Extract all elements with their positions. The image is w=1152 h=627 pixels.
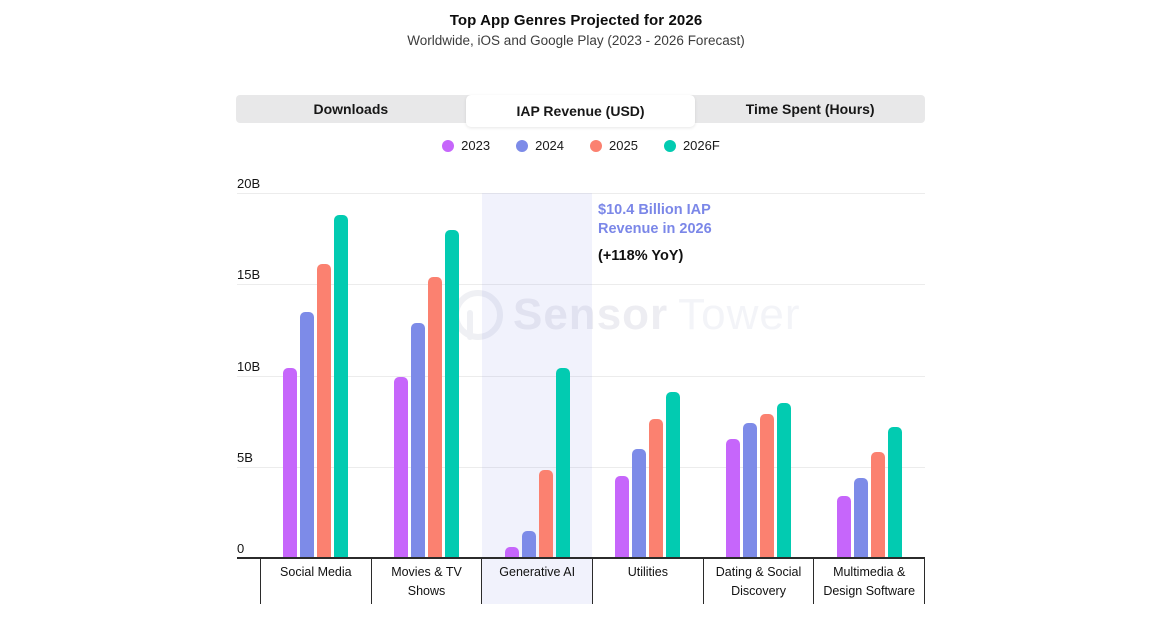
annotation-yoy: (+118% YoY): [598, 248, 684, 264]
bar-social-media-2024[interactable]: [299, 311, 314, 558]
bar-chart: Sensor Tower 0 5B 10B 15B 20B Social Media Mo…: [237, 176, 926, 605]
category-label-generative-ai: Generative AI: [482, 559, 594, 604]
bar-groups: [260, 193, 925, 558]
bar-group-utilities: [592, 193, 703, 558]
y-tick-0: 0: [237, 541, 245, 556]
x-axis-line: [237, 557, 925, 559]
bar-movies-tv-shows-2026f[interactable]: [444, 229, 459, 558]
chart-subtitle: Worldwide, iOS and Google Play (2023 - 2…: [407, 33, 745, 48]
category-label-movies-tv-shows: Movies & TV Shows: [372, 559, 483, 604]
bar-utilities-2024[interactable]: [632, 448, 647, 558]
bar-utilities-2023[interactable]: [615, 475, 630, 558]
gridline-20b: [237, 193, 925, 194]
bar-group-generative-ai: [482, 193, 593, 558]
bar-group-social-media: [260, 193, 371, 558]
bar-movies-tv-shows-2025[interactable]: [427, 276, 442, 558]
legend-swatch-2024: [516, 139, 529, 152]
gridline-5b: [237, 466, 925, 468]
bar-multimedia-design-software-2025[interactable]: [871, 452, 886, 558]
bar-generative-ai-2024[interactable]: [521, 530, 536, 558]
bar-movies-tv-shows-2023[interactable]: [393, 377, 408, 558]
chart-title: Top App Genres Projected for 2026: [449, 12, 703, 29]
bar-social-media-2026f[interactable]: [333, 214, 348, 558]
category-label-dating-social-discovery: Dating & Social Discovery: [704, 559, 815, 604]
legend-swatch-2025: [590, 139, 603, 152]
bar-utilities-2026f[interactable]: [666, 391, 681, 558]
highlight-band-generative-ai: [481, 193, 593, 558]
legend-label-2024: 2024: [535, 138, 565, 153]
category-label-utilities: Utilities: [593, 559, 704, 604]
category-label-social-media: Social Media: [261, 559, 372, 604]
annotation-line-2: Revenue in 2026: [598, 221, 712, 237]
bar-dating-social-discovery-2026f[interactable]: [777, 402, 792, 558]
legend-swatch-2026f: [663, 139, 676, 152]
tab-iap-revenue-usd[interactable]: IAP Revenue (USD): [465, 95, 696, 127]
legend-swatch-2023: [442, 139, 455, 152]
y-tick-15b: 15B: [237, 267, 261, 283]
legend-item-2026f[interactable]: 2026F: [663, 138, 720, 153]
bar-generative-ai-2023[interactable]: [504, 547, 519, 558]
legend-item-2024[interactable]: 2024: [516, 138, 564, 153]
bar-social-media-2025[interactable]: [316, 264, 331, 558]
legend-label-2026f: 2026F: [682, 138, 720, 153]
chart-legend: 2023 2024 2025 2026F: [237, 138, 925, 153]
legend-label-2023: 2023: [461, 138, 491, 153]
bar-group-dating-social-discovery: [703, 193, 814, 558]
y-tick-5b: 5B: [237, 449, 253, 465]
bar-generative-ai-2026f[interactable]: [555, 368, 570, 558]
bar-group-multimedia-design-software: [814, 193, 925, 558]
legend-item-2023[interactable]: 2023: [442, 138, 490, 153]
y-tick-20b: 20B: [237, 176, 261, 191]
category-label-multimedia-design-software: Multimedia & Design Software: [814, 559, 926, 604]
bar-dating-social-discovery-2023[interactable]: [726, 439, 741, 558]
bar-multimedia-design-software-2024[interactable]: [854, 477, 869, 558]
bar-dating-social-discovery-2025[interactable]: [760, 413, 775, 558]
bar-group-movies-tv-shows: [371, 193, 482, 558]
bar-multimedia-design-software-2023[interactable]: [837, 495, 852, 558]
metric-tabs: Downloads IAP Revenue (USD) Time Spent (Ho…: [236, 95, 925, 127]
bar-dating-social-discovery-2024[interactable]: [743, 422, 758, 558]
category-axis: Social Media Movies & TV Shows Generative …: [260, 559, 926, 604]
bar-generative-ai-2025[interactable]: [538, 470, 553, 558]
legend-item-2025[interactable]: 2025: [590, 138, 638, 153]
tab-time-spent-hours[interactable]: Time Spent (Hours): [745, 101, 875, 117]
gridline-10b: [237, 375, 925, 377]
gridline-15b: [237, 284, 925, 286]
bar-social-media-2023[interactable]: [282, 368, 297, 558]
bar-multimedia-design-software-2026f[interactable]: [888, 426, 903, 558]
legend-label-2025: 2025: [609, 138, 638, 153]
tab-downloads[interactable]: Downloads: [313, 101, 389, 117]
genai-annotation: $10.4 Billion IAP Revenue in 2026 (+118%…: [598, 201, 712, 264]
y-tick-10b: 10B: [237, 358, 261, 374]
annotation-line-1: $10.4 Billion IAP: [598, 202, 711, 218]
bar-movies-tv-shows-2024[interactable]: [410, 322, 425, 558]
bar-utilities-2025[interactable]: [649, 419, 664, 558]
